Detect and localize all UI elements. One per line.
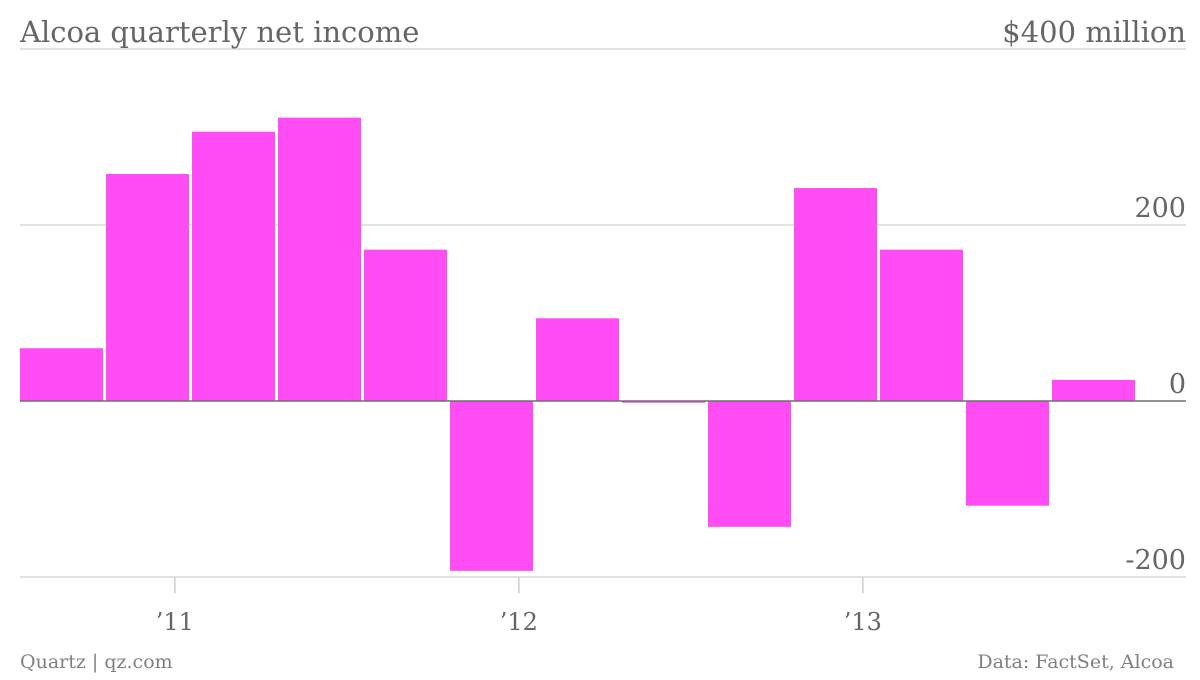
bar: [192, 131, 275, 401]
x-tick-label: ’12: [500, 608, 538, 636]
y-tick-label: 0: [1169, 369, 1186, 400]
x-tick-label: ’13: [844, 608, 882, 636]
bar: [794, 188, 877, 401]
bar: [278, 117, 361, 401]
unit-label: $400 million: [1002, 15, 1186, 49]
bar-layer: [20, 117, 1135, 571]
source-right: Data: FactSet, Alcoa: [977, 651, 1174, 673]
source-left: Quartz | qz.com: [20, 651, 173, 673]
bar: [364, 249, 447, 401]
bar: [106, 173, 189, 401]
y-tick-label: -200: [1125, 545, 1186, 576]
bar: [1052, 379, 1135, 401]
bar: [20, 348, 103, 401]
bar: [536, 318, 619, 401]
bar: [708, 401, 791, 527]
bar: [966, 401, 1049, 506]
chart-title: Alcoa quarterly net income: [19, 15, 419, 49]
x-tick-label: ’11: [156, 608, 194, 636]
bar: [622, 401, 705, 403]
bar: [450, 401, 533, 571]
axis-layer: 200 0 -200 ’11 ’12 ’13: [20, 193, 1186, 636]
y-tick-label: 200: [1134, 193, 1186, 224]
bar: [880, 249, 963, 401]
